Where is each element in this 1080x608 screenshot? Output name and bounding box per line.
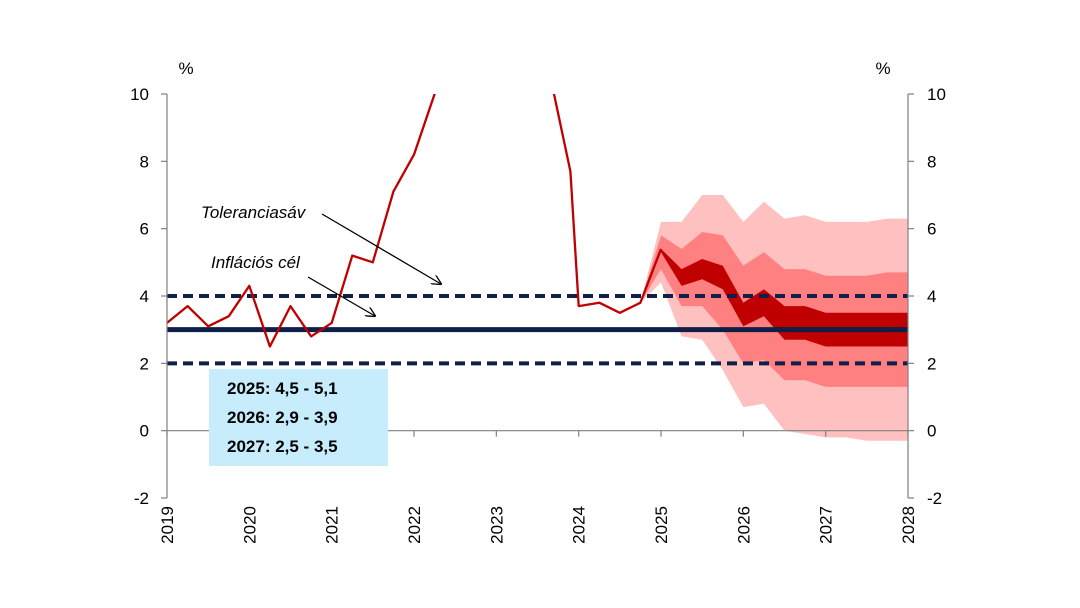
target-label: Inflációs cél bbox=[211, 253, 301, 272]
left-y-tick-label: 4 bbox=[140, 287, 149, 306]
left-y-tick-label: 6 bbox=[140, 220, 149, 239]
x-tick-label: 2028 bbox=[899, 506, 918, 544]
right-axis-unit: % bbox=[875, 59, 890, 78]
right-y-tick-label: 6 bbox=[927, 220, 936, 239]
x-tick-label: 2027 bbox=[817, 506, 836, 544]
forecast-line-2026: 2026: 2,9 - 3,9 bbox=[227, 408, 338, 427]
target-annotation: Inflációs cél bbox=[211, 253, 375, 316]
forecast-line-2027: 2027: 2,5 - 3,5 bbox=[227, 437, 338, 456]
reference-lines bbox=[167, 294, 908, 366]
left-y-tick-label: -2 bbox=[134, 489, 149, 508]
x-tick-label: 2024 bbox=[570, 506, 589, 544]
left-y-tick-label: 0 bbox=[140, 422, 149, 441]
x-tick-label: 2020 bbox=[240, 506, 259, 544]
right-y-tick-label: 2 bbox=[927, 354, 936, 373]
axes: 10 10 8 8 6 6 4 4 2 2 0 0 -2 -2 2019 2020 2021 2022 2023 20… bbox=[130, 85, 946, 544]
left-y-tick-label: 8 bbox=[140, 152, 149, 171]
right-y-tick-label: 0 bbox=[927, 422, 936, 441]
right-y-tick-label: 8 bbox=[927, 152, 936, 171]
actual-inflation-line bbox=[167, 94, 663, 348]
forecast-range-box: 2025: 4,5 - 5,1 2026: 2,9 - 3,9 2027: 2,… bbox=[209, 369, 388, 466]
x-tick-label: 2025 bbox=[652, 506, 671, 544]
left-axis-unit: % bbox=[178, 59, 193, 78]
tolerance-annotation: Toleranciasáv bbox=[201, 203, 441, 284]
right-y-tick-label: -2 bbox=[927, 489, 942, 508]
x-tick-label: 2022 bbox=[405, 506, 424, 544]
x-tick-label: 2026 bbox=[734, 506, 753, 544]
right-y-tick-label: 4 bbox=[927, 287, 936, 306]
actual-series bbox=[167, 94, 663, 348]
x-tick-label: 2023 bbox=[487, 506, 506, 544]
forecast-line-2025: 2025: 4,5 - 5,1 bbox=[227, 379, 338, 398]
tolerance-arrow bbox=[321, 213, 441, 284]
fan-chart-bands bbox=[640, 195, 908, 441]
x-tick-label: 2021 bbox=[323, 506, 342, 544]
right-y-tick-label: 10 bbox=[927, 85, 946, 104]
left-y-tick-label: 10 bbox=[130, 85, 149, 104]
fan-band-inner bbox=[640, 248, 908, 347]
x-tick-label: 2019 bbox=[158, 506, 177, 544]
left-y-tick-label: 2 bbox=[140, 354, 149, 373]
target-arrow bbox=[307, 276, 375, 316]
tolerance-label: Toleranciasáv bbox=[201, 203, 307, 222]
